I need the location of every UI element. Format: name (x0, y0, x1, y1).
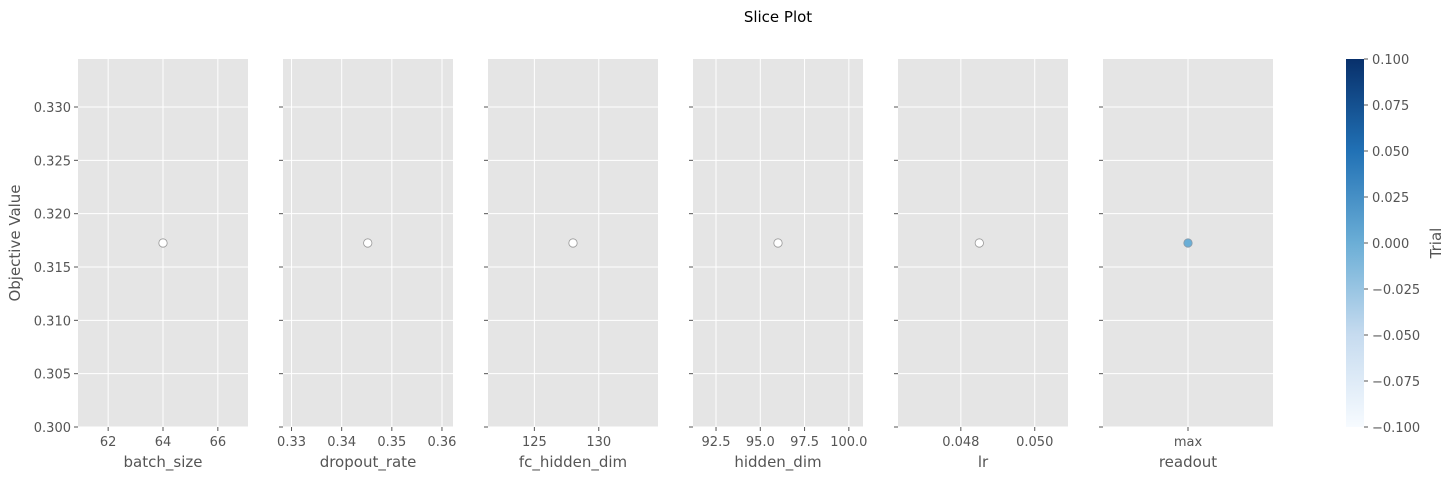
x-tick-label: 130 (586, 435, 611, 450)
x-axis-label: hidden_dim (734, 453, 821, 472)
y-tick-label: 0.325 (34, 154, 71, 169)
x-tick-label: 62 (100, 435, 117, 450)
y-tick-label: 0.320 (34, 208, 71, 223)
colorbar-tick-label: 0.075 (1372, 99, 1409, 114)
x-tick-label: 92.5 (702, 435, 731, 450)
colorbar-tick-label: −0.100 (1372, 421, 1420, 436)
panel-lr: 0.048 0.050 lr (894, 59, 1068, 471)
y-tick-label: 0.300 (34, 421, 71, 436)
data-point (568, 238, 578, 248)
y-tick-label: 0.315 (34, 261, 71, 276)
colorbar-tick-label: 0.050 (1372, 145, 1409, 160)
x-axis-label: dropout_rate (320, 453, 417, 472)
x-tick-label: 0.35 (377, 435, 406, 450)
data-point (1183, 238, 1193, 248)
colorbar-tick-label: 0.100 (1372, 53, 1409, 68)
figure-title: Slice Plot (744, 8, 812, 26)
y-tick-label: 0.310 (34, 314, 71, 329)
x-tick-label: 95.0 (746, 435, 775, 450)
x-axis-label: batch_size (124, 453, 203, 472)
x-axis-label: lr (978, 453, 989, 471)
colorbar: −0.100 −0.075 −0.050 −0.025 0.000 0.025 0.050 0… (1346, 53, 1445, 436)
x-tick-label: 0.33 (277, 435, 306, 450)
colorbar-tick-label: −0.050 (1372, 329, 1420, 344)
colorbar-label: Trial (1427, 228, 1445, 260)
x-tick-label: 0.048 (942, 435, 979, 450)
panel-batch_size: 0.300 0.305 0.310 0.315 0.320 0.325 0.330 62 64 6… (34, 59, 248, 472)
x-tick-label: 0.050 (1016, 435, 1053, 450)
panel-readout: max readout (1099, 59, 1273, 471)
x-tick-label: max (1174, 435, 1203, 450)
data-point (773, 238, 783, 248)
x-tick-label: 0.36 (427, 435, 456, 450)
panel-hidden_dim: 92.5 95.0 97.5 100.0 hidden_dim (689, 59, 867, 472)
colorbar-tick-label: 0.000 (1372, 237, 1409, 252)
colorbar-tick-label: −0.075 (1372, 375, 1420, 390)
panels-group: 0.300 0.305 0.310 0.315 0.320 0.325 0.330 62 64 6… (34, 59, 1273, 472)
colorbar-gradient (1346, 59, 1364, 427)
x-axis-label: readout (1159, 453, 1217, 471)
x-tick-label: 0.34 (327, 435, 356, 450)
data-point (974, 238, 984, 248)
colorbar-tick-label: 0.025 (1372, 191, 1409, 206)
x-tick-label: 64 (155, 435, 172, 450)
data-point (363, 238, 373, 248)
y-tick-label: 0.330 (34, 101, 71, 116)
x-axis-label: fc_hidden_dim (519, 453, 627, 472)
y-axis-label: Objective Value (6, 184, 24, 301)
y-tick-label: 0.305 (34, 368, 71, 383)
colorbar-tick-label: −0.025 (1372, 283, 1420, 298)
panel-dropout_rate: 0.33 0.34 0.35 0.36 dropout_rate (277, 59, 456, 472)
panel-fc_hidden_dim: 125 130 fc_hidden_dim (484, 59, 658, 472)
x-tick-label: 66 (210, 435, 227, 450)
data-point (158, 238, 168, 248)
x-tick-label: 97.5 (790, 435, 819, 450)
x-tick-label: 100.0 (830, 435, 867, 450)
x-tick-label: 125 (522, 435, 547, 450)
